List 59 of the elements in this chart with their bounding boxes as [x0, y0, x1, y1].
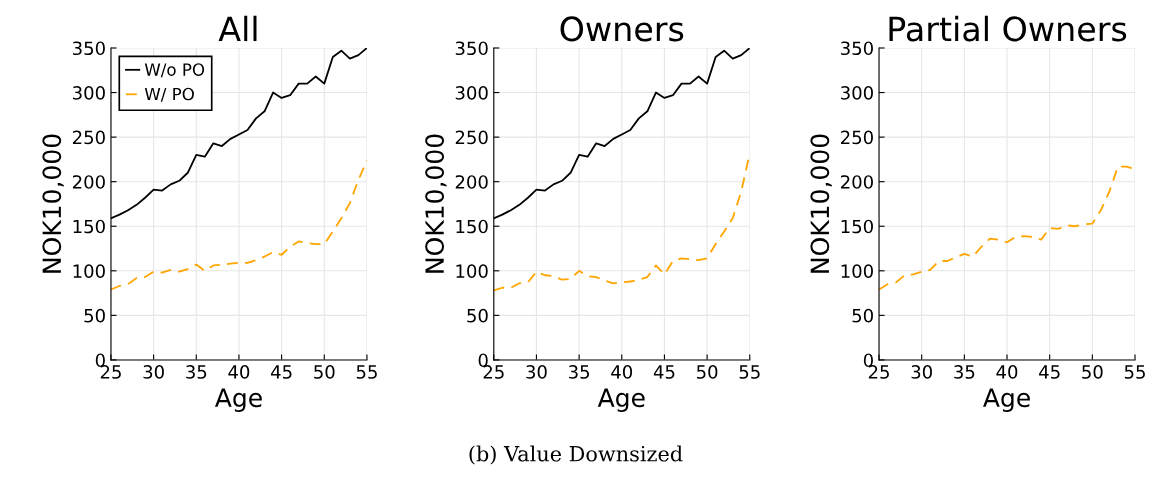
x-tick-label: 50 — [1082, 365, 1103, 379]
x-tick-label: 55 — [356, 365, 377, 379]
text: (b) Value Downsized — [469, 445, 683, 465]
chart-title: Partial Owners — [889, 15, 1127, 42]
x-tick-label: 40 — [996, 365, 1018, 379]
x-tick-label: 40 — [611, 365, 633, 379]
y-tick-label: 50 — [852, 308, 873, 323]
y-tick-label: 100 — [841, 264, 873, 278]
x-tick-label: 25 — [868, 365, 889, 379]
y-axis-title: NOK10,000 — [810, 134, 832, 273]
y-tick-label: 250 — [72, 130, 105, 145]
y-tick-label: 200 — [841, 175, 873, 189]
x-tick-label: 30 — [526, 365, 547, 379]
y-tick-label: 350 — [455, 41, 488, 56]
y-tick-label: 150 — [456, 219, 488, 234]
y-tick-label: 0 — [95, 353, 105, 368]
chart-title: Owners — [560, 16, 684, 42]
line-series — [879, 165, 1135, 291]
line-series — [110, 159, 367, 291]
y-tick-label: 350 — [841, 41, 873, 56]
x-tick-label: 50 — [697, 365, 718, 379]
y-tick-label: 100 — [456, 264, 488, 278]
legend-label: W/ PO — [144, 87, 194, 102]
x-tick-label: 45 — [653, 365, 675, 379]
y-tick-label: 0 — [863, 353, 873, 368]
y-tick-label: 150 — [73, 219, 105, 234]
y-tick-label: 250 — [455, 130, 488, 145]
x-tick-label: 40 — [228, 365, 250, 379]
x-tick-label: 35 — [569, 365, 590, 379]
x-tick-label: 25 — [100, 365, 121, 379]
y-tick-label: 200 — [455, 175, 488, 189]
x-axis-title: Age — [983, 388, 1030, 413]
x-tick-label: 35 — [186, 365, 207, 379]
x-tick-label: 55 — [1124, 365, 1145, 379]
y-axis-title: NOK10,000 — [425, 134, 447, 273]
x-tick-label: 45 — [271, 365, 292, 379]
x-tick-label: 55 — [739, 365, 760, 379]
x-tick-label: 45 — [1039, 365, 1060, 379]
x-tick-label: 30 — [143, 365, 164, 379]
y-tick-label: 250 — [841, 130, 873, 145]
y-tick-label: 50 — [84, 308, 105, 323]
y-tick-label: 350 — [73, 41, 105, 56]
y-tick-label: 300 — [73, 86, 105, 100]
x-axis-title: Age — [597, 388, 645, 413]
legend-label: W/o PO — [144, 63, 205, 78]
x-tick-label: 30 — [911, 365, 932, 379]
x-tick-label: 50 — [314, 365, 335, 379]
y-tick-label: 0 — [478, 353, 488, 368]
y-tick-label: 300 — [841, 86, 873, 100]
y-tick-label: 200 — [72, 175, 105, 189]
y-tick-label: 300 — [455, 86, 488, 100]
x-axis-title: Age — [214, 388, 262, 413]
x-tick-label: 25 — [483, 365, 504, 379]
y-tick-label: 50 — [467, 308, 488, 323]
y-axis-title: NOK10,000 — [42, 134, 64, 273]
y-tick-label: 150 — [841, 219, 873, 234]
y-tick-label: 100 — [73, 264, 105, 278]
chart-title: All — [218, 15, 257, 42]
x-tick-label: 35 — [954, 365, 975, 379]
